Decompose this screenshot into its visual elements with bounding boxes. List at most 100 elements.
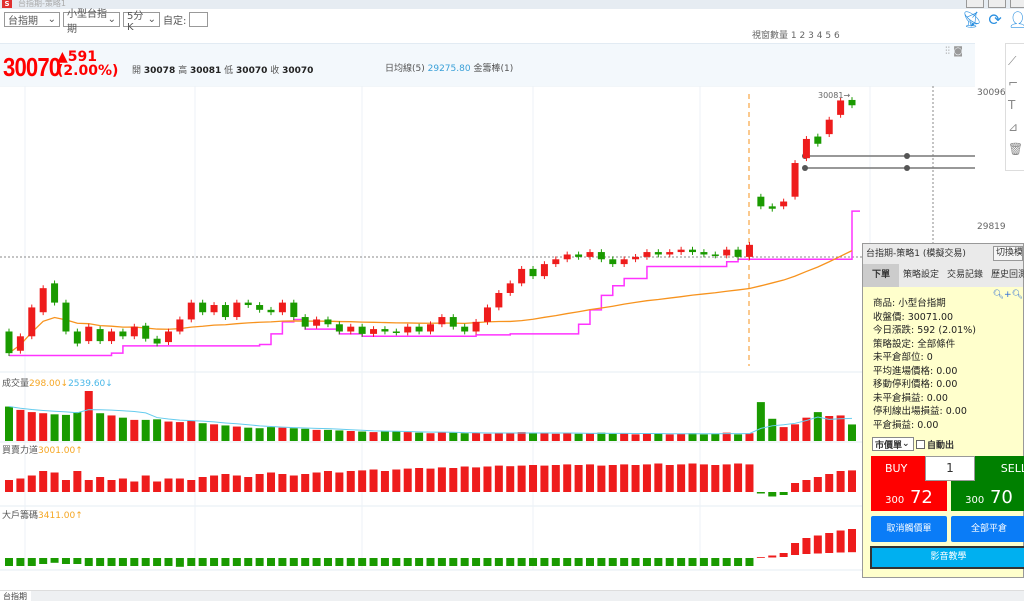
candle-body xyxy=(745,244,753,257)
big-player-bar xyxy=(472,558,481,566)
volume-bar xyxy=(289,428,298,441)
big-player-bar xyxy=(711,558,720,566)
candle-body xyxy=(5,331,13,354)
refresh-icon[interactable]: ⟳ xyxy=(988,10,1002,29)
big-player-bar xyxy=(278,558,287,566)
product-select[interactable]: 小型台指期 ⌄ xyxy=(63,9,120,35)
zoom-in-icon[interactable]: 🔍︎+ xyxy=(992,290,1012,300)
candle-body xyxy=(449,317,457,327)
big-player-bar xyxy=(460,558,469,566)
order-type-select[interactable]: 市價單 ⌄ xyxy=(872,437,914,451)
big-player-bar xyxy=(506,558,515,566)
candle-body xyxy=(278,302,286,313)
candle-body xyxy=(142,325,150,339)
big-player-bar xyxy=(540,558,549,566)
buy-power-bar xyxy=(164,478,173,492)
volume-bar xyxy=(50,414,59,441)
top-icons: 📡︎ ⟳ 👤︎ xyxy=(962,10,1024,29)
big-player-bar xyxy=(665,558,674,566)
big-player-bar xyxy=(392,558,401,566)
order-handle xyxy=(904,165,910,171)
window-count-2[interactable]: 2 xyxy=(799,31,806,41)
big-player-bar xyxy=(608,558,617,566)
text-tool-icon[interactable]: T xyxy=(1008,98,1016,112)
candle-body xyxy=(85,326,93,342)
fan-tool-icon[interactable]: ⊿ xyxy=(1008,120,1019,134)
minimize-button[interactable] xyxy=(966,0,984,8)
switch-mode-button[interactable]: 切換模式 xyxy=(993,246,1023,261)
window-count-5[interactable]: 5 xyxy=(825,31,832,41)
panel-title: 台指期-策略1 (模擬交易)切換模式 xyxy=(863,244,1023,264)
big-player-bar xyxy=(16,558,25,566)
big-player-bar xyxy=(130,558,139,566)
zoom-out-icon[interactable]: 🔍︎ xyxy=(1011,290,1023,300)
candle-body xyxy=(62,302,70,332)
volume-bar xyxy=(631,434,640,441)
big-player-bar xyxy=(301,558,310,566)
tab-records[interactable]: 交易記錄 xyxy=(947,270,984,280)
window-count-4[interactable]: 4 xyxy=(816,31,823,41)
big-player-bar xyxy=(61,558,70,564)
big-player-bar xyxy=(267,558,276,566)
tab-strategy[interactable]: 策略設定 xyxy=(903,270,940,280)
candle-body xyxy=(609,259,617,265)
period-select[interactable]: 5分K ⌄ xyxy=(123,11,160,33)
big-player-bar xyxy=(244,558,253,566)
bottom-tab[interactable]: 台指期 xyxy=(0,591,31,602)
line-tool-icon[interactable]: ⟋ xyxy=(1008,54,1017,68)
candle-body xyxy=(381,329,389,332)
restore-button[interactable] xyxy=(988,0,1006,8)
close-button[interactable] xyxy=(1010,0,1024,8)
candle-body xyxy=(164,331,172,343)
video-tutorial-button[interactable]: 影音教學 xyxy=(870,546,1024,569)
window-count-3[interactable]: 3 xyxy=(808,31,814,41)
volume-bar xyxy=(722,432,731,441)
volume-bar xyxy=(107,415,116,441)
big-player-bar xyxy=(551,558,560,566)
big-player-bar xyxy=(403,558,412,566)
custom-input[interactable] xyxy=(189,12,209,27)
candle-body xyxy=(529,268,537,277)
auto-exit-checkbox[interactable] xyxy=(916,439,925,449)
candle-body xyxy=(802,138,810,159)
volume-bar xyxy=(734,434,743,441)
snapshot-icon[interactable]: ◙ xyxy=(953,46,963,57)
big-player-bar xyxy=(597,558,606,566)
candle-body xyxy=(825,119,833,135)
volume-bar xyxy=(563,433,572,441)
big-player-bar xyxy=(517,558,526,566)
buy-power-bar xyxy=(574,465,583,492)
buy-power-bar xyxy=(27,475,36,492)
buy-power-label: 買賣力道3001.00↑ xyxy=(2,446,83,456)
panel-tabs: 下單 策略設定 交易記錄 歷史回測 xyxy=(863,264,1024,287)
close-all-button[interactable]: 全部平倉 xyxy=(951,516,1024,542)
candle-body xyxy=(51,283,59,303)
volume-bar xyxy=(5,406,13,441)
volume-bar xyxy=(768,418,777,441)
candle-body xyxy=(734,249,742,257)
position-info: 商品: 小型台指期 收盤價: 30071.00 今日漲跌: 592 (2.01%) 策… xyxy=(873,298,976,431)
candle-body xyxy=(210,305,218,313)
broadcast-icon[interactable]: 📡︎ xyxy=(962,10,983,29)
window-count-6[interactable]: 6 xyxy=(833,31,840,41)
candle-body xyxy=(791,163,799,197)
window-count-1[interactable]: 1 xyxy=(790,31,797,41)
user-icon[interactable]: 👤︎ xyxy=(1007,10,1024,29)
buy-power-bar xyxy=(597,465,606,492)
buy-power-bar xyxy=(688,463,697,492)
big-player-bar xyxy=(232,558,241,566)
volume-bar xyxy=(551,433,560,441)
big-player-bar xyxy=(756,557,765,558)
market-select[interactable]: 台指期 ⌄ xyxy=(4,12,60,27)
trash-icon[interactable]: 🗑︎ xyxy=(1008,142,1024,156)
settings-sliders-icon[interactable]: ⫶⫶ xyxy=(945,46,950,57)
polyline-tool-icon[interactable]: ⌐ xyxy=(1008,76,1019,90)
trade-panel: 台指期-策略1 (模擬交易)切換模式 下單 策略設定 交易記錄 歷史回測 🔍︎+… xyxy=(862,243,1024,578)
quantity-input[interactable]: 1 xyxy=(925,456,975,481)
chart-area[interactable] xyxy=(0,86,975,590)
big-player-bar xyxy=(574,558,583,566)
candle-body xyxy=(575,254,583,257)
tab-order[interactable]: 下單 xyxy=(863,264,900,287)
tab-backtest[interactable]: 歷史回測 xyxy=(991,270,1024,280)
cancel-trigger-button[interactable]: 取消觸價單 xyxy=(871,516,947,542)
